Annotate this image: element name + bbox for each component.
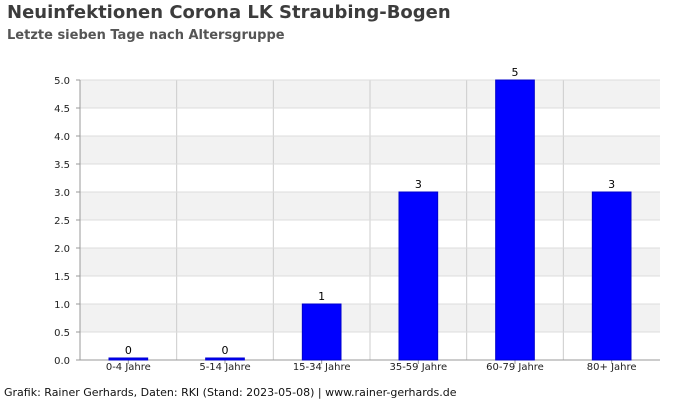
data-label: 0 [125, 344, 132, 357]
chart-axes [76, 79, 660, 364]
y-axis-tick-label: 4.5 [54, 104, 70, 115]
x-axis-tick-label: 35-59 Jahre [389, 362, 447, 373]
y-axis-tick-label: 0.5 [54, 328, 70, 339]
bar [301, 303, 342, 361]
y-axis-tick-label: 1.5 [54, 272, 70, 283]
bar-series [108, 79, 632, 361]
x-axis-tick-label: 0-4 Jahre [106, 362, 151, 373]
bar [591, 191, 632, 361]
footer-credit: Grafik: Rainer Gerhards, Daten: RKI (Sta… [4, 386, 457, 399]
data-label: 3 [415, 178, 422, 191]
bar [108, 357, 149, 361]
y-axis-tick-label: 2.5 [54, 216, 70, 227]
x-axis-tick-label: 5-14 Jahre [199, 362, 250, 373]
y-axis-tick-label: 4.0 [54, 132, 70, 143]
x-axis-tick-label: 15-34 Jahre [293, 362, 351, 373]
data-label: 5 [512, 66, 519, 79]
bar [495, 79, 535, 361]
y-axis-tick-labels: 0.0 0.5 1.0 1.5 2.0 2.5 3.0 3.5 4.0 4.5 5.0 [54, 76, 70, 367]
y-axis-tick-label: 0.0 [54, 356, 70, 367]
data-label: 1 [318, 290, 325, 303]
y-axis-tick-label: 5.0 [54, 76, 70, 87]
data-label: 3 [608, 178, 615, 191]
x-axis-tick-label: 60-79 Jahre [486, 362, 544, 373]
x-axis-tick-labels: 0-4 Jahre 5-14 Jahre 15-34 Jahre 35-59 Jahr… [106, 362, 637, 373]
y-axis-tick-label: 2.0 [54, 244, 70, 255]
data-label: 0 [222, 344, 229, 357]
bar [205, 357, 245, 361]
y-axis-tick-label: 1.0 [54, 300, 70, 311]
data-labels: 0 0 1 3 5 3 [125, 66, 615, 357]
bar [398, 191, 439, 361]
chart-subtitle: Letzte sieben Tage nach Altersgruppe [7, 28, 285, 43]
x-axis-tick-label: 80+ Jahre [587, 362, 637, 373]
y-axis-tick-label: 3.0 [54, 188, 70, 199]
y-axis-tick-label: 3.5 [54, 160, 70, 171]
chart-title: Neuinfektionen Corona LK Straubing-Bogen [7, 2, 451, 23]
